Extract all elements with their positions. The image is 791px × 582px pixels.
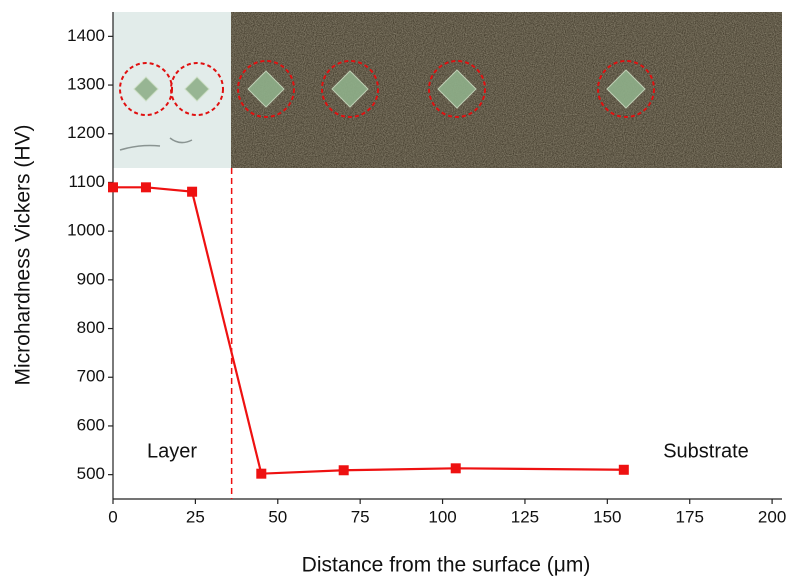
data-point (187, 186, 198, 197)
y-tick-label: 1300 (67, 75, 105, 94)
indent-circles (119, 60, 655, 118)
y-tick-label: 900 (77, 269, 105, 288)
data-point (338, 465, 349, 476)
data-point (108, 182, 118, 193)
x-tick-label: 100 (428, 507, 456, 526)
x-tick-label: 175 (676, 507, 704, 526)
x-tick-label: 150 (593, 507, 621, 526)
x-tick-label: 25 (186, 507, 205, 526)
y-tick-label: 600 (77, 415, 105, 434)
data-line (113, 186, 624, 475)
y-tick-label: 1200 (67, 123, 105, 142)
y-tick-label: 1400 (67, 26, 105, 45)
x-tick-label: 75 (351, 507, 370, 526)
annotation: Substrate (663, 440, 749, 462)
scratch (119, 137, 193, 151)
indents (133, 69, 646, 109)
x-tick-label: 200 (758, 507, 786, 526)
x-tick-label: 125 (511, 507, 539, 526)
annotation: Layer (147, 440, 197, 462)
micrograph (113, 12, 782, 168)
y-tick-label: 500 (77, 464, 105, 483)
x-tick-label: 50 (268, 507, 287, 526)
y-tick-label: 800 (77, 318, 105, 337)
x-tick-label: 0 (108, 507, 117, 526)
data-point (256, 468, 267, 479)
y-axis-label: Microhardness Vickers (HV) (12, 124, 35, 385)
data-point (140, 182, 151, 193)
y-tick-label: 1100 (68, 172, 105, 191)
x-axis-label: Distance from the surface (μm) (302, 554, 591, 577)
data-point (618, 464, 629, 475)
y-tick-label: 700 (77, 367, 105, 386)
y-tick-label: 1000 (67, 221, 105, 240)
data-point (450, 463, 461, 474)
substrate-texture (231, 12, 782, 168)
